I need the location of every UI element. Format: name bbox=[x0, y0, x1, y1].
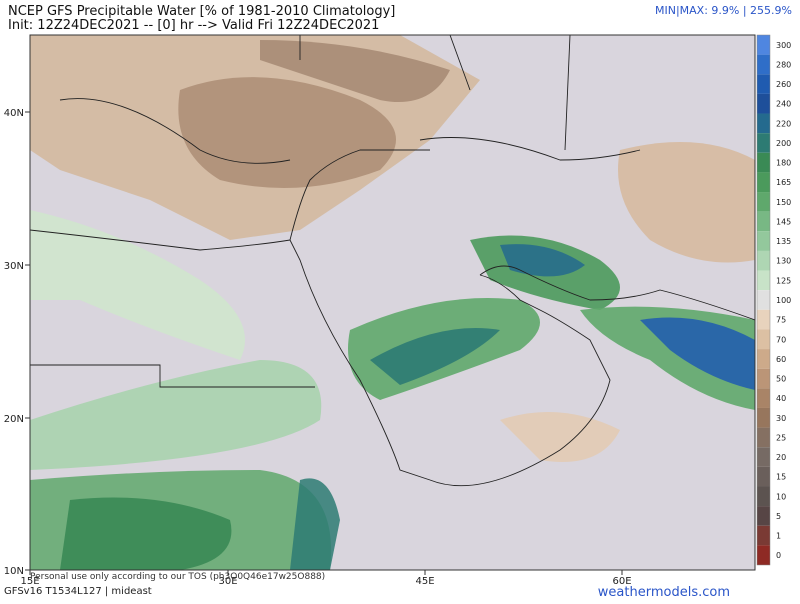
colorbar-swatch bbox=[757, 250, 770, 271]
lon-label: 30E bbox=[218, 576, 237, 587]
colorbar-label: 40 bbox=[776, 394, 786, 403]
lon-label: 15E bbox=[20, 576, 39, 587]
colorbar-label: 70 bbox=[776, 335, 786, 344]
colorbar-swatch bbox=[757, 329, 770, 350]
moist-region bbox=[30, 360, 322, 470]
colorbar-label: 25 bbox=[776, 433, 786, 442]
colorbar-label: 10 bbox=[776, 492, 786, 501]
colorbar-swatch bbox=[757, 545, 770, 565]
colorbar-label: 260 bbox=[776, 80, 791, 89]
colorbar-swatch bbox=[757, 93, 770, 114]
colorbar-label: 100 bbox=[776, 296, 791, 305]
dry-core bbox=[178, 77, 396, 188]
colorbar-swatch bbox=[757, 525, 770, 546]
wet-core bbox=[500, 244, 585, 277]
colorbar-label: 5 bbox=[776, 512, 781, 521]
colorbar-label: 200 bbox=[776, 139, 791, 148]
colorbar-label: 280 bbox=[776, 60, 791, 69]
footer-site: weathermodels.com bbox=[598, 585, 730, 600]
colorbar-swatch bbox=[757, 211, 770, 232]
colorbar-swatch bbox=[757, 368, 770, 389]
colorbar-frame bbox=[756, 34, 771, 566]
colorbar-swatch bbox=[757, 54, 770, 75]
min-max: MIN|MAX: 9.9% | 255.9% bbox=[655, 4, 792, 17]
colorbar-swatch bbox=[757, 427, 770, 448]
colorbar-label: 135 bbox=[776, 237, 791, 246]
colorbar-swatch bbox=[757, 172, 770, 193]
colorbar-label: 1 bbox=[776, 532, 781, 541]
colorbar-swatch bbox=[757, 152, 770, 173]
colorbar-label: 50 bbox=[776, 375, 786, 384]
wet-core bbox=[370, 328, 500, 385]
colorbar-swatch bbox=[757, 290, 770, 310]
map bbox=[29, 34, 756, 571]
footer-model: GFSv16 T1534L127 | mideast bbox=[4, 586, 152, 597]
colorbar-label: 150 bbox=[776, 198, 791, 207]
lon-label: 45E bbox=[415, 576, 434, 587]
colorbar-swatch bbox=[757, 407, 770, 428]
colorbar-swatch bbox=[757, 270, 770, 291]
map-frame bbox=[29, 34, 756, 571]
wet-core bbox=[640, 317, 755, 390]
colorbar-label: 130 bbox=[776, 257, 791, 266]
colorbar-swatch bbox=[757, 309, 770, 330]
colorbar-label: 0 bbox=[776, 551, 781, 560]
colorbar-label: 180 bbox=[776, 159, 791, 168]
dry-region bbox=[618, 142, 755, 263]
lat-label: 10N bbox=[4, 566, 24, 577]
coastlines bbox=[30, 35, 755, 487]
wet-core bbox=[290, 478, 340, 570]
colorbar-swatch bbox=[757, 506, 770, 526]
colorbar-label: 20 bbox=[776, 453, 786, 462]
wet-core bbox=[60, 497, 232, 570]
colorbar-label: 30 bbox=[776, 414, 786, 423]
colorbar: 3002802602402202001801651501451351301251… bbox=[756, 34, 791, 566]
colorbar-label: 125 bbox=[776, 276, 791, 285]
colorbar-swatch bbox=[757, 133, 770, 153]
subtitle: Init: 12Z24DEC2021 -- [0] hr --> Valid F… bbox=[8, 18, 379, 33]
colorbar-label: 165 bbox=[776, 178, 791, 187]
colorbar-swatch bbox=[757, 113, 770, 134]
colorbar-label: 75 bbox=[776, 316, 786, 325]
lat-label: 20N bbox=[4, 414, 24, 425]
footer-notice: Personal use only according to our TOS (… bbox=[30, 572, 325, 582]
dry-core bbox=[260, 40, 450, 102]
colorbar-swatch bbox=[757, 349, 770, 369]
colorbar-label: 300 bbox=[776, 41, 791, 50]
colorbar-swatch bbox=[757, 192, 770, 212]
colorbar-swatch bbox=[757, 35, 770, 55]
colorbar-swatch bbox=[757, 74, 770, 94]
colorbar-swatch bbox=[757, 388, 770, 408]
lon-label: 60E bbox=[612, 576, 631, 587]
moist-region bbox=[30, 210, 245, 360]
colorbar-label: 240 bbox=[776, 100, 791, 109]
colorbar-swatch bbox=[757, 466, 770, 487]
colorbar-swatch bbox=[757, 447, 770, 467]
colorbar-swatch bbox=[757, 231, 770, 251]
colorbar-swatch bbox=[757, 486, 770, 507]
colorbar-label: 60 bbox=[776, 355, 786, 364]
dry-region bbox=[500, 412, 620, 462]
lat-label: 30N bbox=[4, 261, 24, 272]
colorbar-label: 145 bbox=[776, 217, 791, 226]
colorbar-label: 15 bbox=[776, 473, 786, 482]
title: NCEP GFS Precipitable Water [% of 1981-2… bbox=[8, 4, 395, 19]
lat-label: 40N bbox=[4, 108, 24, 119]
colorbar-label: 220 bbox=[776, 119, 791, 128]
